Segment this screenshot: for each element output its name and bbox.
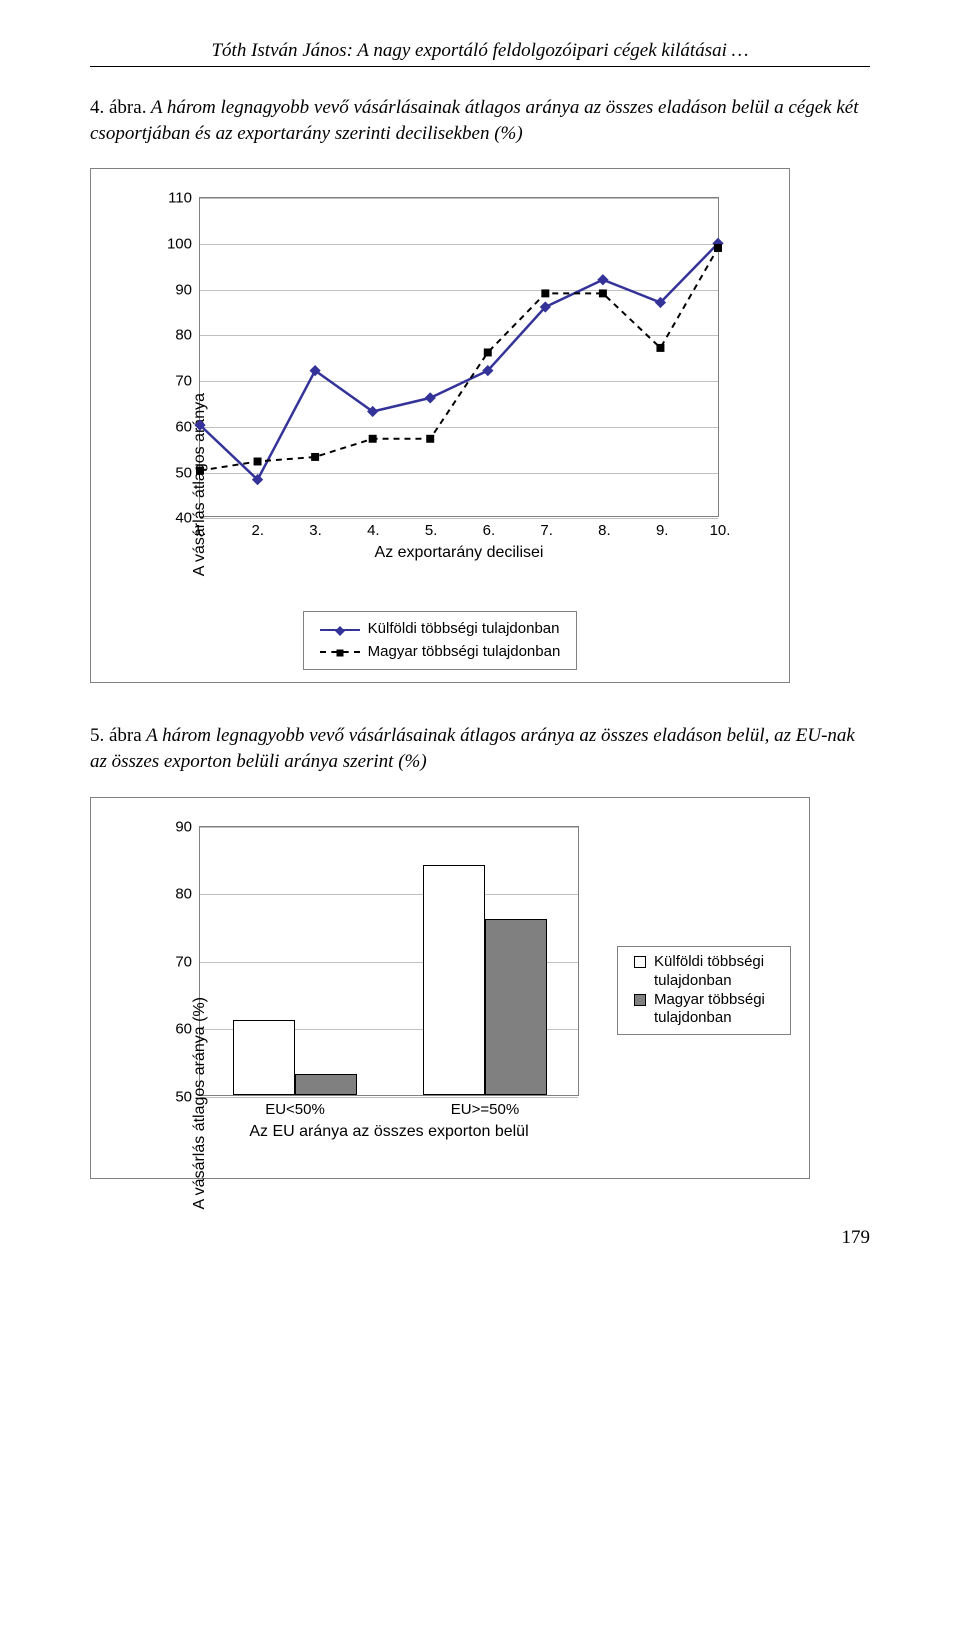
series-marker <box>715 245 722 252</box>
legend-swatch <box>634 994 646 1006</box>
xtick-label: 9. <box>656 516 669 539</box>
series-marker <box>484 349 491 356</box>
legend-row: Magyar többségi tulajdonban <box>634 991 774 1029</box>
series-marker <box>425 393 435 403</box>
ytick-label: 90 <box>175 818 200 835</box>
fig5-chart-frame: 5060708090EU<50%EU>=50%A vásárlás átlago… <box>90 797 810 1179</box>
series-marker <box>599 290 606 297</box>
x-axis-title: Az exportarány decilisei <box>375 516 544 562</box>
series-marker <box>542 290 549 297</box>
xtick-label: 10. <box>710 516 731 539</box>
legend-swatch <box>320 651 360 653</box>
series-line <box>200 244 718 480</box>
series-marker <box>254 458 261 465</box>
fig4-caption-rest: A három legnagyobb vevő vásárlásainak át… <box>90 97 859 144</box>
legend-label: Magyar többségi tulajdonban <box>654 991 774 1029</box>
legend-row: Magyar többségi tulajdonban <box>320 641 561 664</box>
legend-row: Külföldi többségi tulajdonban <box>320 618 561 641</box>
xtick-label: 8. <box>598 516 611 539</box>
fig4-plot-area: 4050607080901001101.2.3.4.5.6.7.8.9.10.A… <box>199 197 719 517</box>
fig4-chart-frame: 4050607080901001101.2.3.4.5.6.7.8.9.10.A… <box>90 168 790 683</box>
line-svg <box>200 198 718 516</box>
legend-swatch <box>634 956 646 968</box>
series-marker <box>369 436 376 443</box>
x-axis-title: Az EU aránya az összes exporton belül <box>249 1095 528 1141</box>
series-marker <box>312 454 319 461</box>
fig4-caption: 4. ábra. A három legnagyobb vevő vásárlá… <box>90 95 870 146</box>
page-number: 179 <box>90 1227 870 1249</box>
fig5-plot: 5060708090EU<50%EU>=50%A vásárlás átlago… <box>109 816 599 1166</box>
fig4-chart: 4050607080901001101.2.3.4.5.6.7.8.9.10.A… <box>109 187 771 670</box>
running-header: Tóth István János: A nagy exportáló feld… <box>90 40 870 62</box>
bar-group <box>233 1020 357 1094</box>
fig4-legend: Külföldi többségi tulajdonbanMagyar több… <box>303 611 578 670</box>
legend-swatch <box>320 629 360 631</box>
fig5-caption-lead: 5. ábra <box>90 725 142 746</box>
ytick-label: 100 <box>167 235 200 252</box>
series-line <box>200 248 718 471</box>
legend-label: Magyar többségi tulajdonban <box>368 641 561 664</box>
bar <box>233 1020 295 1094</box>
y-axis-title: A vásárlás átlagos aránya (%) <box>191 961 209 1210</box>
series-marker <box>427 436 434 443</box>
xtick-label: 2. <box>252 516 265 539</box>
fig5-chart: 5060708090EU<50%EU>=50%A vásárlás átlago… <box>109 816 791 1166</box>
legend-label: Külföldi többségi tulajdonban <box>654 953 774 991</box>
legend-row: Külföldi többségi tulajdonban <box>634 953 774 991</box>
bar <box>295 1074 357 1094</box>
bar <box>485 919 547 1095</box>
bar <box>423 865 485 1095</box>
gridline <box>200 827 578 828</box>
ytick-label: 110 <box>168 190 200 207</box>
series-marker <box>598 275 608 285</box>
fig5-caption-rest: A három legnagyobb vevő vásárlásainak át… <box>90 725 855 772</box>
header-rule <box>90 66 870 67</box>
series-marker <box>657 345 664 352</box>
series-marker <box>197 467 204 474</box>
fig4-plot: 4050607080901001101.2.3.4.5.6.7.8.9.10.A… <box>109 187 771 597</box>
fig5-caption: 5. ábra A három legnagyobb vevő vásárlás… <box>90 723 870 774</box>
fig5-plot-area: 5060708090EU<50%EU>=50%A vásárlás átlago… <box>199 826 579 1096</box>
legend-label: Külföldi többségi tulajdonban <box>368 618 560 641</box>
xtick-label: 3. <box>309 516 322 539</box>
ytick-label: 80 <box>175 886 200 903</box>
bar-group <box>423 865 547 1095</box>
ytick-label: 80 <box>175 327 200 344</box>
ytick-label: 90 <box>175 281 200 298</box>
fig5-legend: Külföldi többségi tulajdonbanMagyar több… <box>617 946 791 1035</box>
fig4-caption-lead: 4. ábra. <box>90 97 146 118</box>
